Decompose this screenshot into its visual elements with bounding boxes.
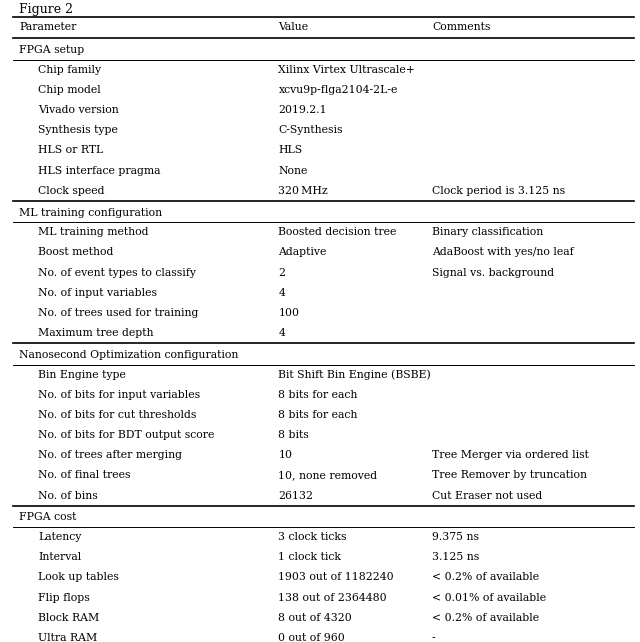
- Text: HLS or RTL: HLS or RTL: [38, 145, 104, 155]
- Text: Look up tables: Look up tables: [38, 573, 119, 582]
- Text: No. of bits for cut thresholds: No. of bits for cut thresholds: [38, 410, 196, 420]
- Text: < 0.2% of available: < 0.2% of available: [432, 573, 539, 582]
- Text: None: None: [278, 166, 308, 175]
- Text: Tree Remover by truncation: Tree Remover by truncation: [432, 471, 587, 480]
- Text: Bin Engine type: Bin Engine type: [38, 370, 126, 379]
- Text: FPGA setup: FPGA setup: [19, 45, 84, 55]
- Text: Adaptive: Adaptive: [278, 247, 327, 257]
- Text: Synthesis type: Synthesis type: [38, 125, 118, 135]
- Text: Comments: Comments: [432, 22, 490, 33]
- Text: Binary classification: Binary classification: [432, 227, 543, 238]
- Text: HLS: HLS: [278, 145, 303, 155]
- Text: C-Synthesis: C-Synthesis: [278, 125, 343, 135]
- Text: ML training configuration: ML training configuration: [19, 207, 163, 218]
- Text: 26132: 26132: [278, 490, 314, 501]
- Text: FPGA cost: FPGA cost: [19, 512, 77, 523]
- Text: No. of bins: No. of bins: [38, 490, 98, 501]
- Text: No. of final trees: No. of final trees: [38, 471, 131, 480]
- Text: < 0.2% of available: < 0.2% of available: [432, 612, 539, 623]
- Text: 100: 100: [278, 308, 300, 318]
- Text: 8 bits for each: 8 bits for each: [278, 390, 358, 400]
- Text: AdaBoost with yes/no leaf: AdaBoost with yes/no leaf: [432, 247, 573, 257]
- Text: Signal vs. background: Signal vs. background: [432, 268, 554, 277]
- Text: 320 MHz: 320 MHz: [278, 186, 328, 196]
- Text: 2: 2: [278, 268, 285, 277]
- Text: 2019.2.1: 2019.2.1: [278, 105, 327, 115]
- Text: Boost method: Boost method: [38, 247, 114, 257]
- Text: Ultra RAM: Ultra RAM: [38, 633, 98, 642]
- Text: ML training method: ML training method: [38, 227, 149, 238]
- Text: Interval: Interval: [38, 552, 82, 562]
- Text: 8 out of 4320: 8 out of 4320: [278, 612, 352, 623]
- Text: Nanosecond Optimization configuration: Nanosecond Optimization configuration: [19, 350, 239, 360]
- Text: Xilinx Virtex Ultrascale+: Xilinx Virtex Ultrascale+: [278, 65, 415, 75]
- Text: Vivado version: Vivado version: [38, 105, 119, 115]
- Text: No. of trees after merging: No. of trees after merging: [38, 450, 182, 460]
- Text: 0 out of 960: 0 out of 960: [278, 633, 345, 642]
- Text: 4: 4: [278, 328, 285, 338]
- Text: No. of bits for BDT output score: No. of bits for BDT output score: [38, 430, 215, 440]
- Text: 1 clock tick: 1 clock tick: [278, 552, 341, 562]
- Text: -: -: [432, 633, 436, 642]
- Text: 9.375 ns: 9.375 ns: [432, 532, 479, 542]
- Text: 8 bits: 8 bits: [278, 430, 309, 440]
- Text: No. of trees used for training: No. of trees used for training: [38, 308, 199, 318]
- Text: HLS interface pragma: HLS interface pragma: [38, 166, 161, 175]
- Text: 10, none removed: 10, none removed: [278, 471, 378, 480]
- Text: Cut Eraser not used: Cut Eraser not used: [432, 490, 542, 501]
- Text: 4: 4: [278, 288, 285, 298]
- Text: Figure 2: Figure 2: [19, 3, 73, 16]
- Text: Bit Shift Bin Engine (BSBE): Bit Shift Bin Engine (BSBE): [278, 369, 431, 380]
- Text: Latency: Latency: [38, 532, 82, 542]
- Text: Value: Value: [278, 22, 308, 33]
- Text: 138 out of 2364480: 138 out of 2364480: [278, 593, 387, 603]
- Text: Parameter: Parameter: [19, 22, 77, 33]
- Text: < 0.01% of available: < 0.01% of available: [432, 593, 546, 603]
- Text: Flip flops: Flip flops: [38, 593, 90, 603]
- Text: Chip family: Chip family: [38, 65, 102, 75]
- Text: Tree Merger via ordered list: Tree Merger via ordered list: [432, 450, 589, 460]
- Text: 10: 10: [278, 450, 292, 460]
- Text: 3 clock ticks: 3 clock ticks: [278, 532, 347, 542]
- Text: Chip model: Chip model: [38, 85, 101, 95]
- Text: 3.125 ns: 3.125 ns: [432, 552, 479, 562]
- Text: Maximum tree depth: Maximum tree depth: [38, 328, 154, 338]
- Text: Boosted decision tree: Boosted decision tree: [278, 227, 397, 238]
- Text: 8 bits for each: 8 bits for each: [278, 410, 358, 420]
- Text: Block RAM: Block RAM: [38, 612, 100, 623]
- Text: Clock period is 3.125 ns: Clock period is 3.125 ns: [432, 186, 565, 196]
- Text: No. of input variables: No. of input variables: [38, 288, 157, 298]
- Text: No. of bits for input variables: No. of bits for input variables: [38, 390, 200, 400]
- Text: xcvu9p-flga2104-2L-e: xcvu9p-flga2104-2L-e: [278, 85, 398, 95]
- Text: Clock speed: Clock speed: [38, 186, 105, 196]
- Text: 1903 out of 1182240: 1903 out of 1182240: [278, 573, 394, 582]
- Text: No. of event types to classify: No. of event types to classify: [38, 268, 196, 277]
